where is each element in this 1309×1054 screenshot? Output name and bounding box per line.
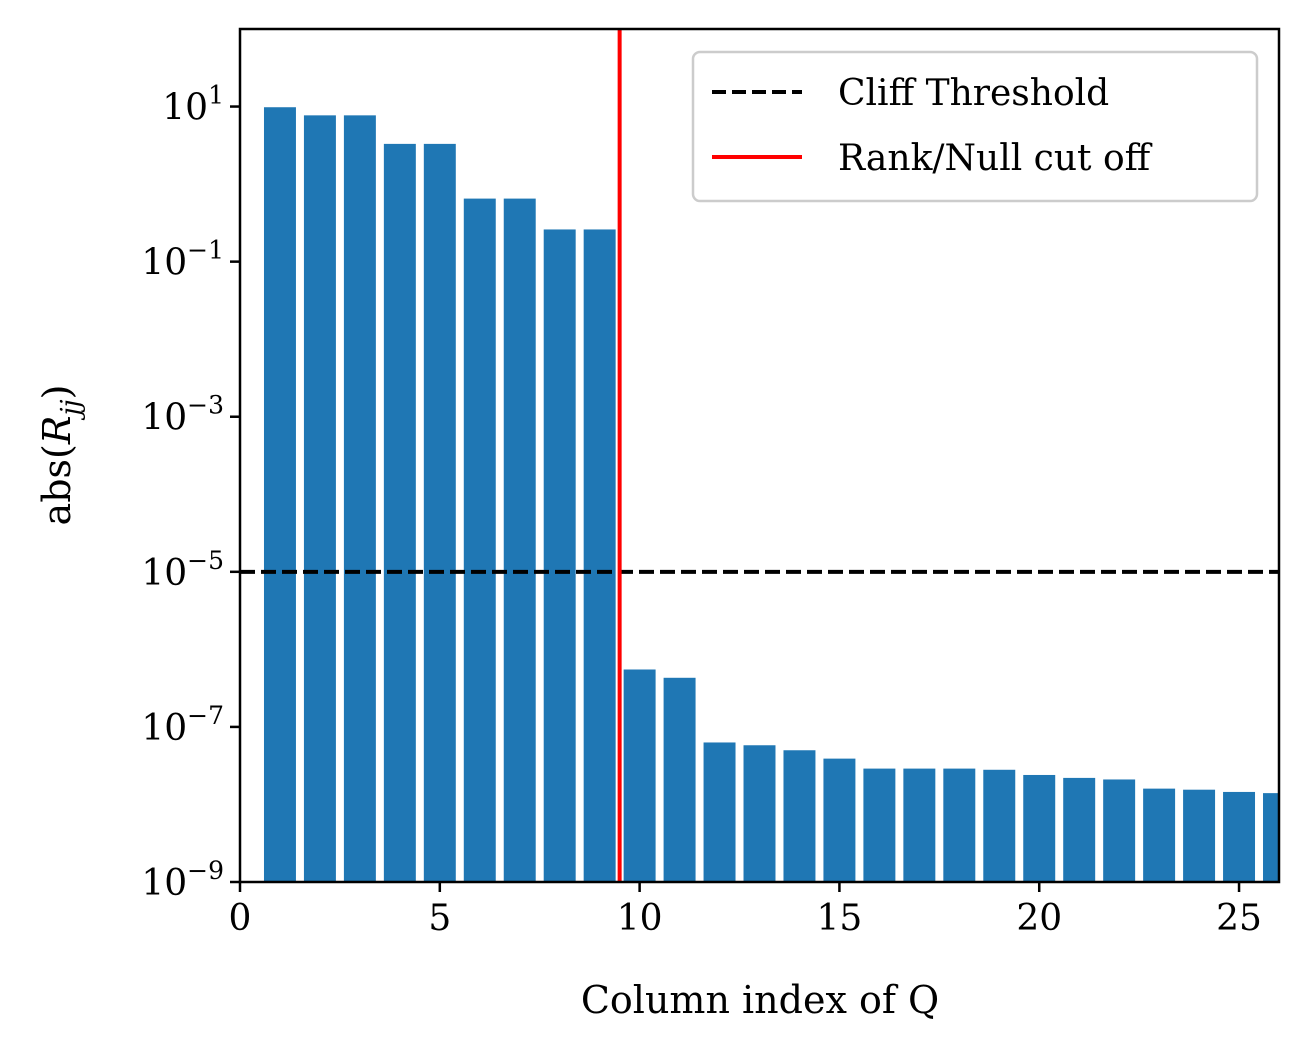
y-tick-base: 10 bbox=[141, 863, 187, 904]
bar-24 bbox=[1183, 789, 1216, 882]
bar-3 bbox=[343, 115, 376, 882]
y-tick-label--1: 10−1 bbox=[141, 236, 224, 284]
legend-frame bbox=[691, 50, 1259, 203]
legend-label-rank-cutoff: Rank/Null cut off bbox=[838, 138, 1153, 179]
y-tick-label--9: 10−9 bbox=[141, 856, 224, 904]
bar-11 bbox=[663, 677, 696, 882]
y-tick-label--5: 10−5 bbox=[141, 546, 224, 594]
axes-group bbox=[238, 27, 1281, 884]
bar-26 bbox=[1263, 793, 1279, 882]
bar-16 bbox=[863, 768, 896, 882]
y-tick-exp: −3 bbox=[187, 391, 224, 420]
plot-frame bbox=[238, 27, 1281, 884]
y-axis-label-suffix: ) bbox=[35, 385, 79, 400]
y-tick-exp: −9 bbox=[187, 856, 224, 885]
bar-5 bbox=[423, 143, 456, 882]
y-tick-base: 10 bbox=[141, 243, 187, 284]
x-axis-label: Column index of Q bbox=[581, 978, 939, 1022]
bar-8 bbox=[543, 229, 576, 882]
bar-22 bbox=[1103, 779, 1136, 882]
y-axis-label-sub: jj bbox=[56, 399, 86, 420]
bar-1 bbox=[263, 107, 296, 882]
y-tick-base: 10 bbox=[141, 398, 187, 439]
bar-19 bbox=[983, 769, 1016, 882]
y-tick-label--3: 10−3 bbox=[141, 391, 224, 439]
y-tick-label--7: 10−7 bbox=[141, 701, 224, 749]
bar-21 bbox=[1063, 777, 1096, 882]
x-tick-label-25: 25 bbox=[1216, 898, 1262, 939]
bar-6 bbox=[463, 198, 496, 882]
x-tick-label-15: 15 bbox=[817, 898, 863, 939]
y-tick-exp: −5 bbox=[187, 546, 224, 575]
bar-13 bbox=[743, 745, 776, 882]
y-tick-base: 10 bbox=[141, 708, 187, 749]
bar-14 bbox=[783, 750, 816, 882]
x-tick-label-0: 0 bbox=[229, 898, 252, 939]
x-tick-label-20: 20 bbox=[1016, 898, 1062, 939]
bar-20 bbox=[1023, 774, 1056, 882]
y-axis-label: abs(Rjj) bbox=[35, 385, 86, 526]
y-axis-label-prefix: abs( bbox=[35, 444, 79, 525]
bar-2 bbox=[303, 115, 336, 882]
y-tick-exp: −7 bbox=[187, 701, 224, 730]
y-axis-label-var: R bbox=[35, 416, 79, 446]
x-tick-label-5: 5 bbox=[428, 898, 451, 939]
bar-18 bbox=[943, 768, 976, 882]
y-tick-base: 10 bbox=[162, 88, 208, 129]
bar-15 bbox=[823, 758, 856, 882]
bar-4 bbox=[383, 143, 416, 882]
y-tick-exp: −1 bbox=[187, 236, 224, 265]
x-tick-label-10: 10 bbox=[617, 898, 663, 939]
legend: Cliff Threshold Rank/Null cut off bbox=[691, 50, 1259, 203]
bar-25 bbox=[1223, 791, 1256, 882]
y-tick-base: 10 bbox=[141, 553, 187, 594]
bar-12 bbox=[703, 742, 736, 882]
legend-label-cliff-threshold: Cliff Threshold bbox=[838, 73, 1109, 114]
bar-17 bbox=[903, 768, 936, 882]
bar-23 bbox=[1143, 788, 1176, 882]
y-tick-exp: 1 bbox=[208, 81, 224, 110]
bar-7 bbox=[503, 198, 536, 882]
bars-group bbox=[263, 107, 1279, 882]
threshold-group bbox=[240, 29, 1279, 882]
bar-9 bbox=[583, 229, 616, 882]
y-tick-label-1: 101 bbox=[162, 81, 224, 129]
bar-10 bbox=[623, 669, 656, 882]
